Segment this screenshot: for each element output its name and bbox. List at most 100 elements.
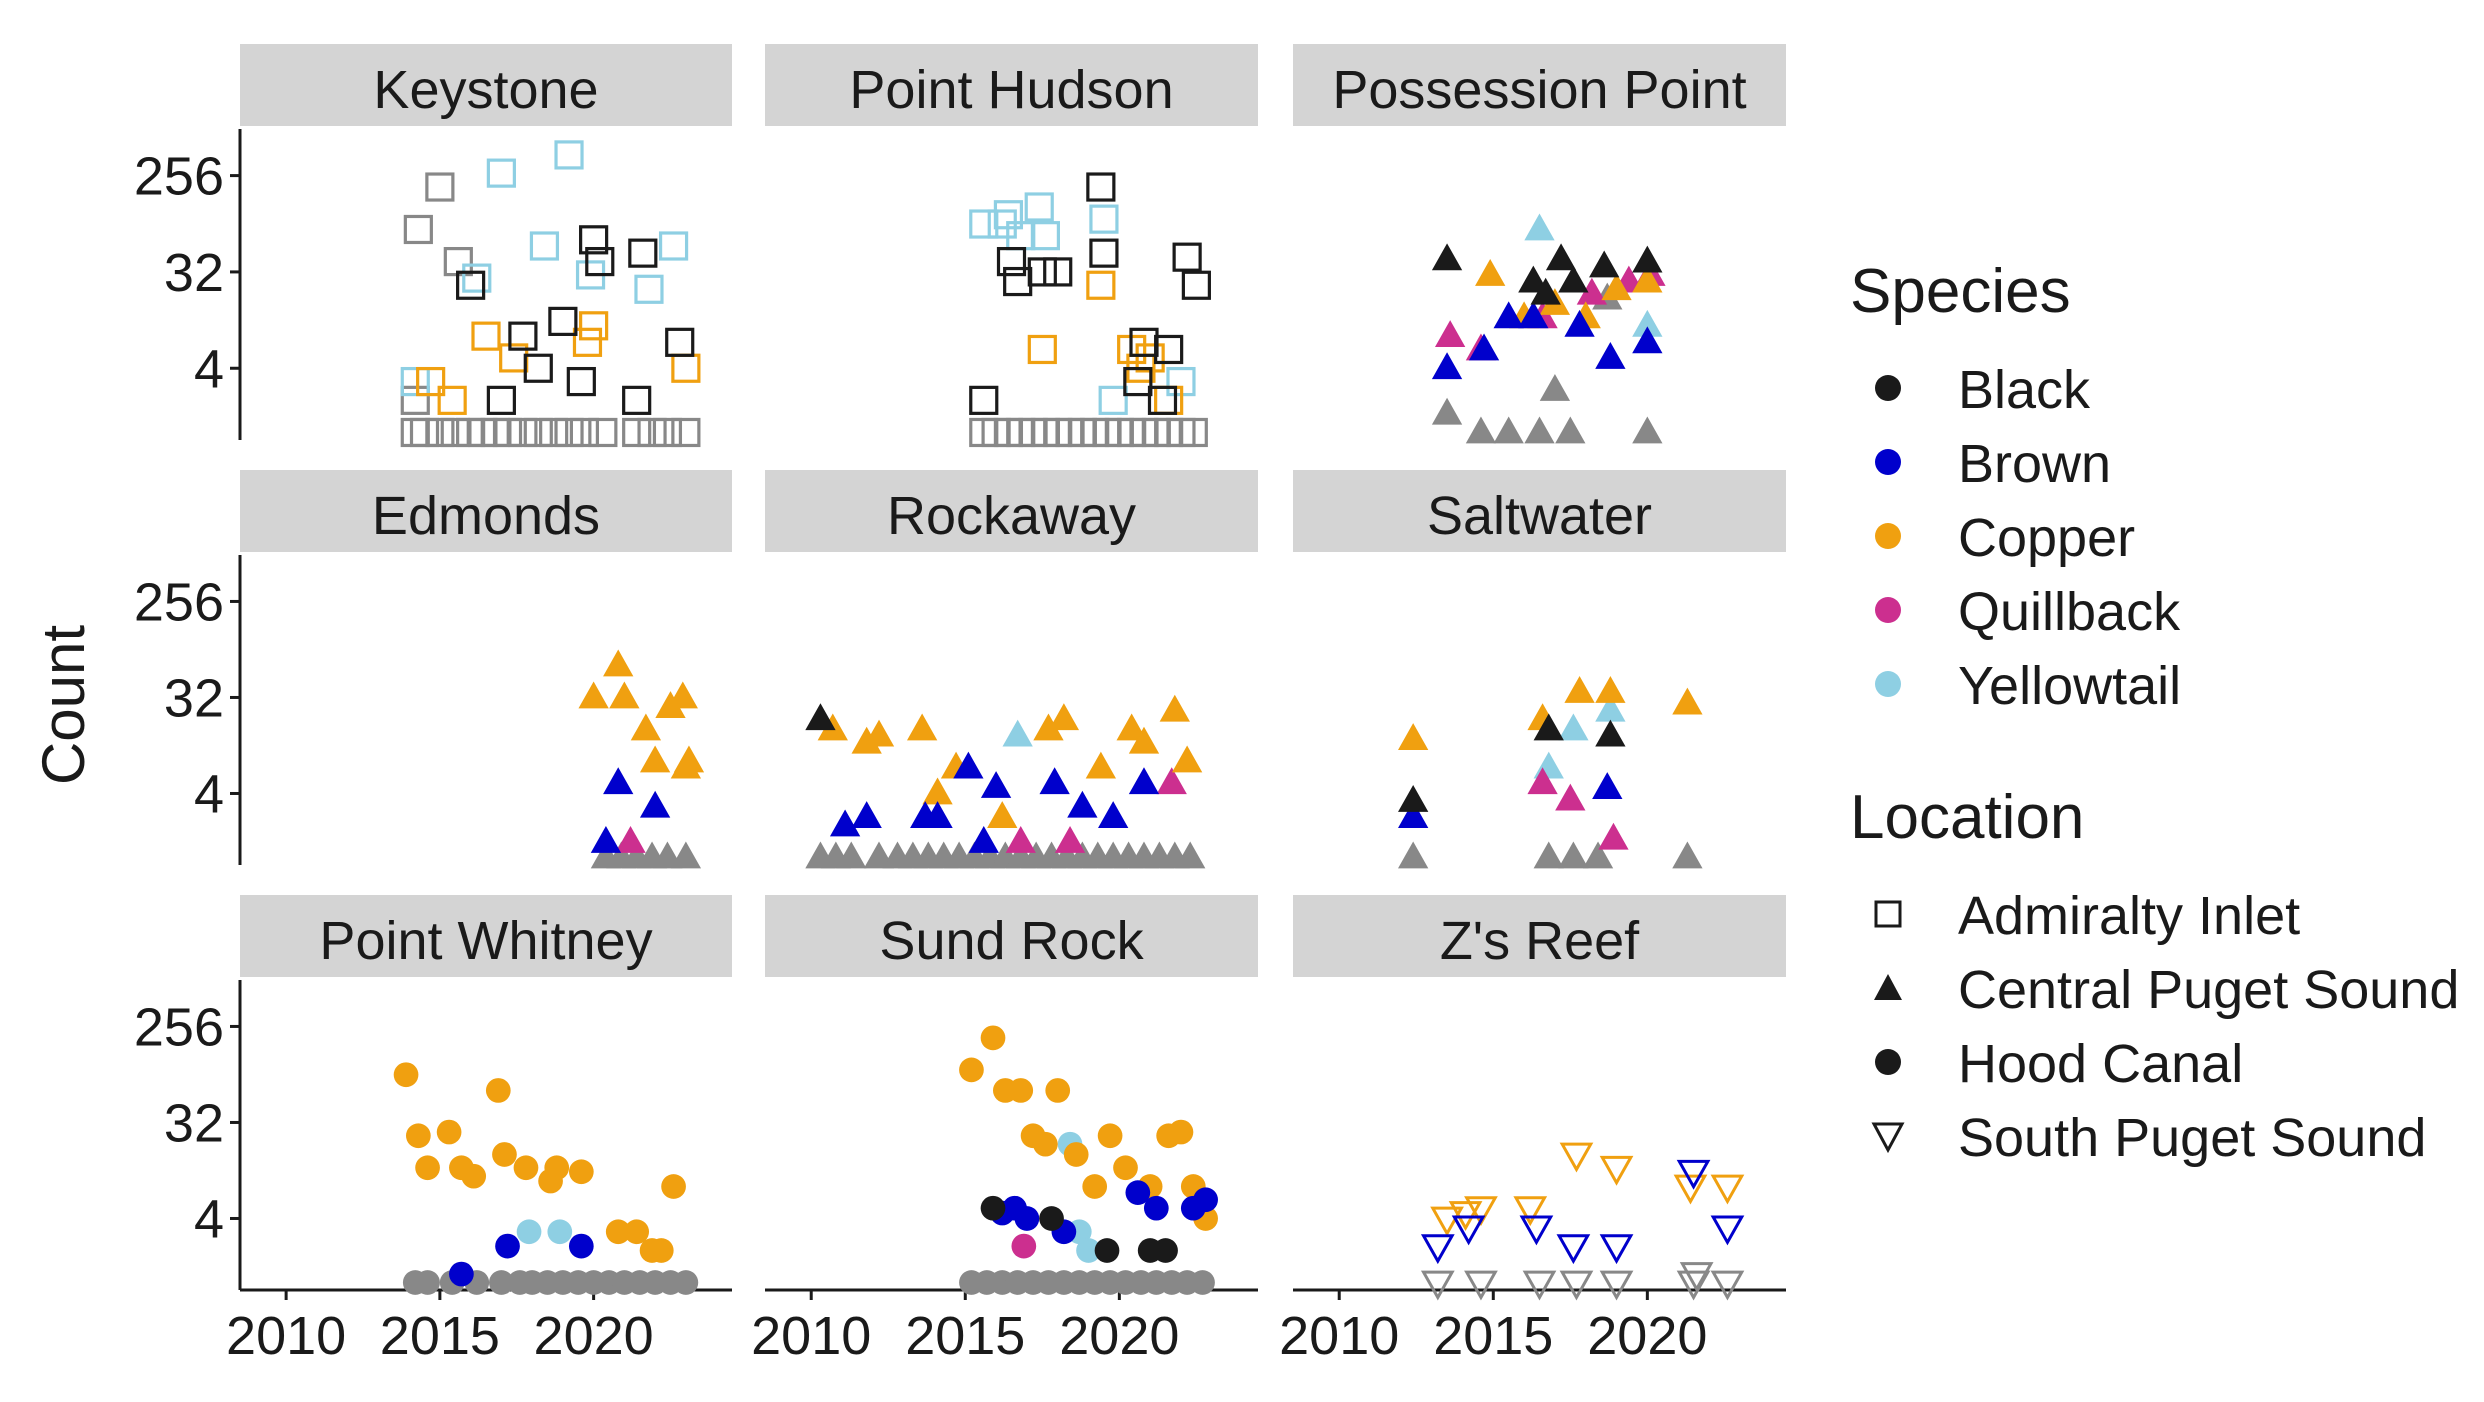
x-tick-label: 2010: [226, 1306, 346, 1366]
point-black: [1518, 265, 1549, 293]
point-black: [1089, 238, 1119, 268]
point-yellowtail: [1089, 204, 1119, 234]
legend-location-label: Central Puget Sound: [1958, 960, 2459, 1020]
point-zero: [1522, 1270, 1557, 1301]
point-copper: [605, 1219, 631, 1245]
point-zero: [652, 841, 683, 869]
point-zero: [1465, 416, 1497, 444]
point-yellowtail: [529, 231, 560, 261]
legend-species-label: Brown: [1958, 434, 2111, 494]
x-tick-label: 2015: [905, 1306, 1025, 1366]
point-copper: [1595, 676, 1626, 703]
legend-species-key: [1875, 523, 1901, 549]
point-zero: [1190, 1270, 1215, 1295]
point-black: [1086, 172, 1116, 202]
point-copper: [485, 1078, 511, 1103]
point-copper: [1430, 1206, 1464, 1237]
point-black: [1027, 257, 1057, 287]
legend-location-label: Admiralty Inlet: [1958, 886, 2300, 946]
point-zero: [1632, 416, 1663, 444]
point-copper: [624, 1219, 650, 1245]
point-black: [1545, 243, 1577, 271]
point-black: [508, 321, 538, 351]
point-gray: [1431, 397, 1463, 425]
point-copper: [1599, 1155, 1634, 1186]
point-yellowtail: [554, 140, 584, 170]
point-copper: [1559, 1142, 1594, 1173]
facet-panel: Saltwater: [1293, 470, 1786, 869]
legend-species-label: Quillback: [1958, 582, 2181, 642]
facet-strip: [240, 895, 732, 977]
point-brown: [1592, 772, 1623, 799]
point-yellowtail: [1030, 221, 1060, 251]
point-black: [1003, 266, 1033, 297]
point-copper: [1513, 1196, 1548, 1227]
point-yellowtail: [1076, 1238, 1101, 1263]
y-tick-label: 4: [194, 339, 224, 399]
facet-strip: [1293, 44, 1786, 126]
y-tick-label: 32: [164, 1093, 224, 1153]
facet-strip-label: Point Hudson: [849, 60, 1173, 120]
legend-location-key: [1875, 1049, 1901, 1075]
point-copper: [1672, 687, 1703, 715]
x-tick-label: 2020: [534, 1306, 654, 1366]
point-quillback: [1005, 825, 1036, 853]
facet-strip-label: Sund Rock: [879, 911, 1144, 971]
point-brown: [568, 1233, 594, 1259]
point-copper: [922, 777, 953, 805]
facet-strip-label: Z's Reef: [1440, 911, 1640, 971]
facet-panel: Sund Rock 2010 2015 2020: [751, 895, 1258, 1366]
point-copper: [987, 801, 1018, 828]
point-zero: [588, 417, 618, 448]
x-tick-label: 2010: [1279, 1306, 1399, 1366]
point-copper: [1673, 1174, 1708, 1205]
point-brown: [1493, 301, 1524, 329]
point-copper: [1710, 1174, 1745, 1205]
point-zero: [1710, 1270, 1745, 1301]
point-brown: [1676, 1159, 1711, 1190]
legend-species-label: Copper: [1958, 508, 2135, 568]
point-copper: [1475, 258, 1506, 286]
point-brown: [1193, 1187, 1218, 1213]
y-tick-label: 4: [194, 764, 224, 824]
point-brown: [1518, 301, 1549, 329]
point-yellowtail: [634, 274, 664, 304]
point-brown: [603, 767, 634, 795]
point-copper: [513, 1155, 539, 1181]
point-zero: [652, 417, 683, 448]
point-black: [805, 703, 836, 731]
point-copper: [1159, 694, 1190, 722]
y-tick-label: 4: [194, 1189, 224, 1249]
point-yellowtail: [400, 366, 430, 397]
y-axis-title: Count: [30, 625, 97, 785]
point-brown: [1420, 1234, 1455, 1265]
point-gray: [1539, 374, 1571, 401]
point-black: [523, 353, 553, 383]
point-brown: [1595, 341, 1626, 369]
point-copper: [568, 1159, 594, 1185]
facet-strip-label: Point Whitney: [319, 911, 652, 971]
point-copper: [1601, 273, 1632, 301]
point-brown: [1556, 1234, 1591, 1265]
facet-strip: [765, 470, 1258, 552]
point-yellowtail: [516, 1219, 542, 1245]
legend-species-title: Species: [1850, 257, 2071, 326]
point-black: [1530, 277, 1561, 305]
point-black: [665, 327, 695, 357]
point-copper: [544, 1155, 570, 1181]
point-zero: [1524, 416, 1555, 444]
legend-species-key: [1875, 375, 1901, 401]
point-black: [1595, 719, 1626, 747]
point-gray: [400, 385, 430, 415]
point-copper: [1632, 265, 1663, 293]
point-zero: [1558, 841, 1589, 869]
point-copper: [1082, 1174, 1108, 1199]
facet-panel: Point Whitney 4 32 256 2010 2015 2020: [134, 895, 732, 1366]
point-copper: [393, 1062, 419, 1088]
facet-panel: Z's Reef 2010 2015 2020: [1279, 895, 1786, 1366]
point-yellowtail: [547, 1219, 573, 1245]
point-zero: [1178, 417, 1208, 448]
point-brown: [1143, 1195, 1169, 1221]
